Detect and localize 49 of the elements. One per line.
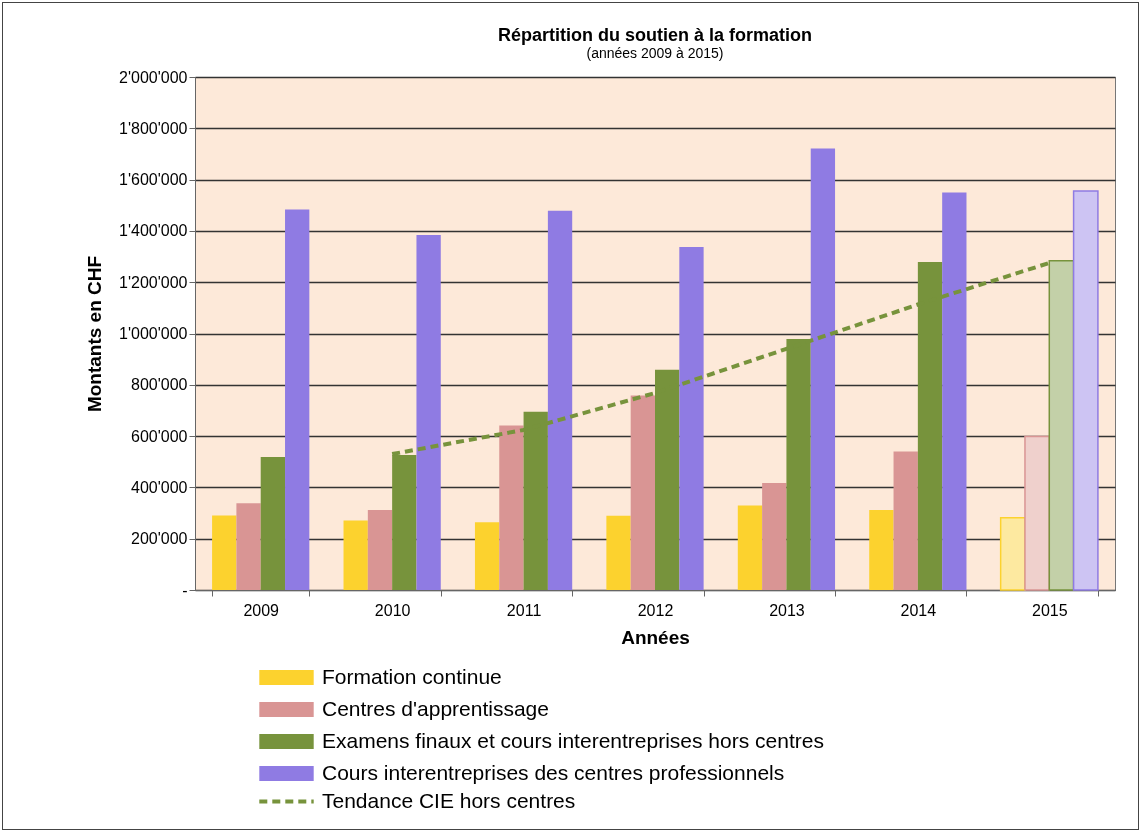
bar: [893, 451, 918, 590]
y-tick-label: 1'600'000: [119, 171, 188, 189]
bar: [630, 395, 655, 590]
bar: [869, 509, 894, 590]
bar: [367, 509, 393, 590]
y-tick-label: 1'800'000: [119, 119, 188, 137]
y-tick-label: 400'000: [131, 478, 188, 496]
y-tick-label: 1'000'000: [119, 325, 188, 342]
x-tick-label: 2015: [1031, 601, 1068, 619]
bar: [762, 483, 787, 590]
bar: [810, 148, 836, 590]
legend-label: Cours interentreprises des centres professionnels: [322, 760, 785, 784]
bar: [737, 505, 763, 590]
legend-label: Formation continue: [322, 664, 502, 688]
bar: [679, 247, 704, 590]
bar: [999, 516, 1026, 591]
bar: [547, 210, 573, 590]
x-tick-label: 2013: [769, 601, 805, 619]
bar: [606, 515, 631, 590]
chart-title: Répartition du soutien à la formation: [497, 25, 813, 45]
y-tick-label: -: [182, 581, 188, 599]
y-tick-label: 1'200'000: [119, 273, 188, 291]
y-tick-label: 2'000'000: [119, 68, 188, 86]
bar: [1024, 435, 1051, 591]
bar: [212, 515, 237, 590]
legend-label: Centres d'apprentissage: [322, 696, 549, 720]
x-tick-label: 2009: [243, 601, 280, 619]
legend-label: Tendance CIE hors centres: [322, 788, 576, 812]
chart-subtitle: (années 2009 à 2015): [586, 45, 724, 61]
bar: [942, 192, 967, 590]
y-axis-title: Montants en CHF: [84, 255, 106, 413]
bar: [260, 456, 286, 590]
bar: [343, 520, 368, 590]
y-tick-label: 1'400'000: [119, 222, 188, 240]
bar: [499, 425, 524, 590]
y-tick-label: 200'000: [131, 530, 188, 548]
bar: [285, 209, 310, 590]
x-axis-title: Années: [621, 626, 690, 648]
x-tick-label: 2014: [900, 601, 937, 619]
bar: [1072, 190, 1099, 591]
bar: [236, 503, 261, 590]
legend-label: Examens finaux et cours interentreprises hors centres: [322, 728, 824, 752]
bar: [416, 235, 441, 590]
y-tick-label: 600'000: [131, 427, 188, 445]
x-tick-label: 2011: [506, 601, 542, 619]
y-tick-label: 800'000: [131, 376, 188, 394]
x-tick-label: 2010: [374, 601, 411, 619]
bar: [474, 522, 500, 590]
x-tick-label: 2012: [637, 601, 674, 619]
